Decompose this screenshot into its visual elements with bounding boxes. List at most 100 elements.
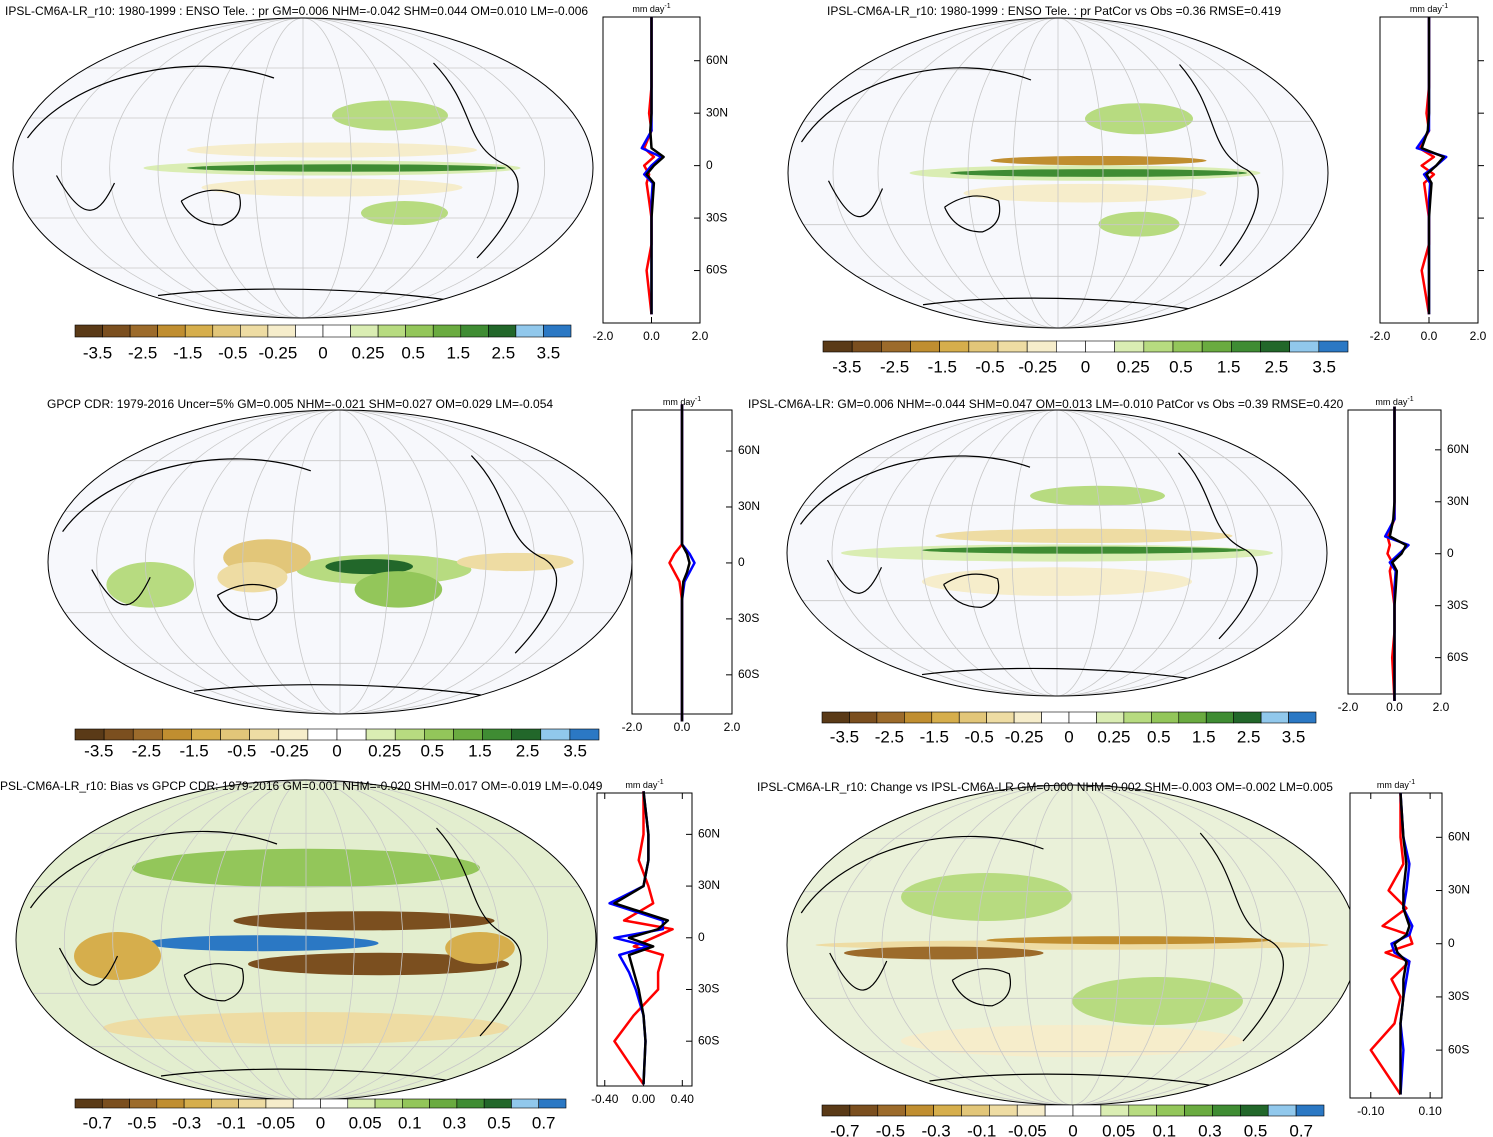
map-field xyxy=(187,142,477,158)
map-meridian xyxy=(921,410,1193,696)
colorbar-label: -2.5 xyxy=(128,343,157,362)
colorbar-label: -0.7 xyxy=(83,1113,112,1132)
colorbar-swatch xyxy=(429,1098,458,1109)
y-tick-label: 30S xyxy=(1448,989,1469,1003)
map-coastline xyxy=(944,195,1001,233)
colorbar-label: 2.5 xyxy=(1265,357,1289,376)
colorbar-label: 0 xyxy=(316,1113,325,1132)
panel-title: GPCP CDR: 1979-2016 Uncer=5% GM=0.005 NH… xyxy=(47,397,553,411)
y-tick-label: 30S xyxy=(706,210,727,224)
y-tick-label: 30N xyxy=(698,878,720,892)
colorbar-label: -0.5 xyxy=(127,1113,156,1132)
colorbar-swatch xyxy=(405,324,434,338)
map-field xyxy=(146,935,379,952)
colorbar-label: 0 xyxy=(1081,357,1090,376)
map-meridian xyxy=(922,18,1194,328)
y-tick-label: 30N xyxy=(1448,883,1470,897)
map-meridian xyxy=(112,780,500,1100)
colorbar-label: 0.1 xyxy=(398,1113,422,1132)
map-coastline xyxy=(193,684,487,697)
colorbar-swatch xyxy=(939,340,970,353)
map-field xyxy=(950,169,1247,177)
map-meridian xyxy=(254,18,352,318)
colorbar-label: 1.5 xyxy=(1192,727,1216,746)
colorbar-swatch xyxy=(1016,1104,1046,1117)
unit-exponent: -1 xyxy=(695,396,701,403)
colorbar-swatch xyxy=(1041,711,1070,724)
unit-label: mm day-1 xyxy=(1377,779,1415,791)
colorbar-swatch xyxy=(876,711,905,724)
colorbar-swatch xyxy=(1143,340,1174,353)
colorbar-swatch xyxy=(1172,340,1203,353)
colorbar-swatch xyxy=(482,728,512,741)
panel: IPSL-CM6A-LR_r10: 1980-1999 : ENSO Tele.… xyxy=(787,3,1487,376)
y-tick-label: 30S xyxy=(738,611,759,625)
colorbar-swatch xyxy=(1231,340,1261,353)
map-field xyxy=(1085,103,1193,135)
colorbar-label: 0.7 xyxy=(1289,1121,1313,1137)
colorbar-label: -1.5 xyxy=(920,727,949,746)
profile-line xyxy=(1388,406,1408,701)
x-tick-label: -2.0 xyxy=(593,329,614,343)
colorbar-swatch xyxy=(453,728,483,741)
map xyxy=(48,410,632,714)
map-meridian xyxy=(877,18,1239,328)
profile-line xyxy=(1420,17,1445,315)
colorbar-label: 0.05 xyxy=(349,1113,382,1132)
colorbar-label: -1.5 xyxy=(173,343,202,362)
map-field xyxy=(354,571,443,608)
colorbar-swatch xyxy=(511,728,542,741)
colorbar-label: 3.5 xyxy=(1282,727,1306,746)
colorbar-label: -0.3 xyxy=(921,1121,950,1137)
x-tick-label: 0.40 xyxy=(671,1092,695,1106)
colorbar-label: 0.5 xyxy=(487,1113,511,1132)
unit-text: mm day xyxy=(1410,4,1443,14)
colorbar-swatch xyxy=(1085,340,1115,353)
map-meridian xyxy=(1012,18,1104,328)
profile-line xyxy=(645,17,665,315)
colorbar-swatch xyxy=(543,324,572,338)
map-coastline xyxy=(921,667,1193,680)
map-meridian xyxy=(257,780,355,1100)
colorbar-swatch xyxy=(265,1098,294,1109)
unit-text: mm day xyxy=(663,397,696,407)
map-coastline xyxy=(436,827,522,1037)
map-border xyxy=(786,409,1328,697)
colorbar-swatch xyxy=(156,1098,185,1109)
map-coastline xyxy=(929,1073,1215,1087)
panel: IPSL-CM6A-LR_r10: Change vs IPSL-CM6A-LR… xyxy=(757,779,1470,1137)
colorbar-swatch xyxy=(961,1104,990,1117)
colorbar-label: -1.5 xyxy=(928,357,957,376)
map-field xyxy=(217,562,288,593)
colorbar-swatch xyxy=(432,324,462,338)
map-meridian xyxy=(242,410,438,714)
y-tick-label: 60N xyxy=(706,53,728,67)
profile-line xyxy=(1369,793,1414,1096)
colorbar-swatch xyxy=(424,728,454,741)
colorbar-swatch xyxy=(184,324,214,338)
map-border xyxy=(12,17,594,319)
colorbar-label: -1.5 xyxy=(179,741,208,760)
panel: PSL-CM6A-LR_r10: Bias vs GPCP CDR: 1979-… xyxy=(0,779,720,1133)
unit-text: mm day xyxy=(1375,397,1408,407)
x-tick-label: 0.0 xyxy=(1421,329,1438,343)
colorbar-swatch xyxy=(910,340,940,353)
panel-title: IPSL-CM6A-LR_r10: Change vs IPSL-CM6A-LR… xyxy=(757,780,1333,794)
colorbar-label: -2.5 xyxy=(880,357,909,376)
colorbar-swatch xyxy=(1114,340,1145,353)
colorbar-swatch xyxy=(74,728,105,741)
colorbar-swatch xyxy=(162,728,192,741)
map xyxy=(13,18,593,318)
map-field xyxy=(844,946,1044,960)
unit-label: mm day-1 xyxy=(663,396,701,408)
unit-text: mm day xyxy=(632,4,665,14)
colorbar-label: 1.5 xyxy=(446,343,470,362)
map-meridian xyxy=(834,785,1310,1105)
colorbar-swatch xyxy=(905,1104,934,1117)
colorbar-swatch xyxy=(1013,711,1042,724)
colorbar-swatch xyxy=(1318,340,1349,353)
colorbar-swatch xyxy=(101,1098,130,1109)
unit-label: mm day-1 xyxy=(625,779,663,791)
colorbar-label: 0.1 xyxy=(1152,1121,1176,1137)
colorbar-swatch xyxy=(212,324,241,338)
